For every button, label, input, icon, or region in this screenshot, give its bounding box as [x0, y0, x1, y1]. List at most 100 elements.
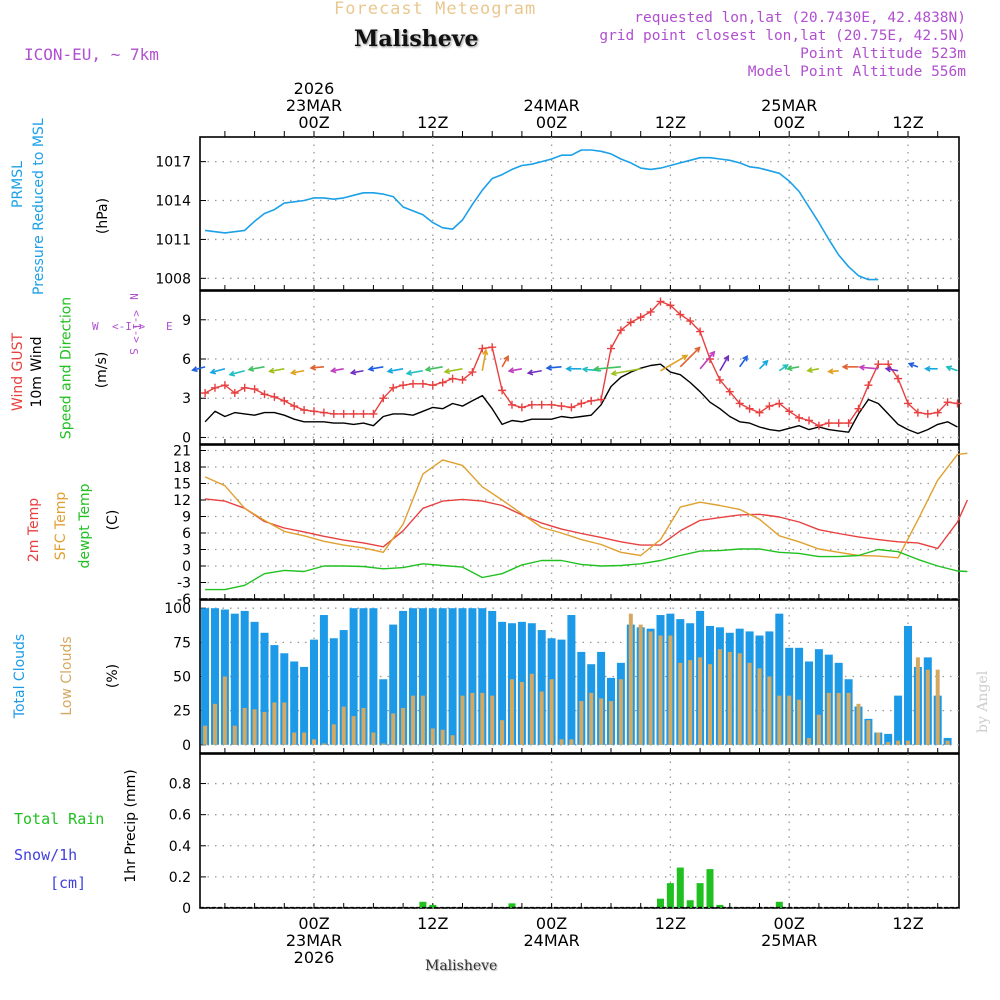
- gust-marker: [745, 404, 754, 413]
- requested-lonlat: requested lon,lat (20.7430E, 42.4838N): [634, 10, 966, 26]
- y-tick-label: 75: [173, 635, 191, 651]
- low-cloud-bar: [826, 692, 831, 745]
- gust-marker: [725, 387, 734, 396]
- low-cloud-bar: [480, 692, 485, 745]
- total-cloud-bar: [300, 666, 309, 745]
- total-cloud-bar: [211, 608, 219, 745]
- low-cloud-bar: [589, 692, 594, 745]
- y-tick-label: 0.8: [169, 777, 191, 793]
- gust-marker: [933, 408, 942, 417]
- y-tick-label: 15: [173, 477, 191, 493]
- total-cloud-bar: [775, 613, 784, 745]
- wind-vector-head: [610, 370, 617, 377]
- wind-vector: [331, 368, 344, 372]
- temp-dewpt-line: [205, 548, 968, 591]
- low-cloud-bar: [331, 724, 336, 745]
- y-tick-label: 25: [173, 704, 191, 720]
- low-cloud-bar: [747, 662, 752, 745]
- snow-unit-label: [cm]: [50, 874, 87, 892]
- low-cloud-bar: [797, 699, 802, 745]
- gust-marker: [607, 344, 615, 353]
- low-cloud-bar: [272, 702, 277, 745]
- wind-vector: [547, 366, 562, 369]
- low-cloud-bar: [599, 698, 604, 745]
- gust-marker: [824, 419, 833, 428]
- wind-vector-head: [309, 364, 317, 371]
- wind-vector-head: [386, 367, 394, 374]
- wind-vector-head: [507, 367, 515, 374]
- wind-vector-head: [545, 364, 553, 371]
- wind-vector-head: [367, 365, 375, 372]
- gust-marker: [616, 326, 625, 335]
- wind-vector-head: [907, 362, 915, 368]
- gust-marker: [468, 368, 477, 377]
- low-cloud-bar: [846, 692, 851, 745]
- low-cloud-bar: [490, 695, 495, 745]
- panel-frame-0: [199, 136, 960, 291]
- total-cloud-bar: [567, 615, 576, 745]
- gust-marker: [379, 394, 388, 403]
- compass-w-label: W: [92, 320, 99, 333]
- low-cloud-bar: [856, 703, 861, 745]
- wind-vector: [351, 369, 364, 374]
- gust-marker: [201, 389, 210, 397]
- time-label: 00Z: [536, 914, 567, 933]
- low-cloud-bar: [886, 742, 891, 745]
- rain-bar: [696, 883, 704, 908]
- total-cloud-bar: [201, 608, 210, 745]
- wind-vector-head: [782, 364, 789, 370]
- footer-location: Malisheve: [425, 958, 498, 974]
- time-label: 23MAR: [286, 931, 342, 950]
- gust-marker: [844, 419, 853, 428]
- gust-marker: [319, 408, 328, 417]
- gust-marker: [220, 381, 229, 390]
- y-tick-label: 0: [182, 738, 191, 754]
- time-label: 25MAR: [761, 96, 817, 115]
- time-label: 12Z: [655, 914, 686, 933]
- total-cloud-bar: [409, 608, 417, 745]
- total-cloud-bar: [230, 613, 239, 745]
- wind-vector-head: [945, 365, 953, 372]
- total-cloud-bar: [557, 639, 566, 745]
- total-cloud-bar: [250, 621, 259, 745]
- compass-we-arrow: <-I->: [112, 320, 146, 333]
- wind-vector-head: [526, 369, 534, 376]
- gust-marker: [211, 383, 219, 392]
- low-cloud-bar: [698, 657, 703, 745]
- total-cloud-bar: [894, 695, 903, 745]
- gust-marker: [577, 399, 586, 408]
- y-tick-label: 0.2: [169, 870, 191, 886]
- low-cloud-bar: [252, 709, 257, 745]
- gust-marker: [389, 383, 398, 392]
- wind-vector-head: [884, 366, 892, 373]
- wind-vector: [481, 350, 487, 371]
- wind-vector: [679, 347, 701, 368]
- wind-vector: [946, 366, 958, 372]
- wind-vector: [368, 366, 384, 371]
- low-cloud-bar: [807, 737, 811, 745]
- total-cloud-bar: [329, 638, 338, 745]
- low-cloud-bar: [302, 732, 307, 745]
- gust-marker: [458, 375, 467, 384]
- wind-vector: [611, 368, 641, 375]
- total-cloud-bar: [805, 661, 813, 745]
- wind-vector-head: [228, 370, 236, 377]
- total-cloud-bar: [795, 647, 804, 745]
- rain-bar: [429, 904, 437, 908]
- panel-frame-2: [199, 444, 960, 600]
- wind-vector-head: [503, 355, 509, 362]
- temp-sfc-line: [204, 452, 968, 559]
- y-tick-label: 1008: [155, 271, 191, 287]
- wind-vector-head: [482, 348, 489, 356]
- wind-vector: [886, 367, 899, 372]
- gust-marker: [517, 403, 526, 412]
- low-cloud-bar: [708, 664, 712, 745]
- time-label: 12Z: [417, 113, 448, 132]
- wind-vector: [758, 360, 768, 370]
- gust-marker: [448, 374, 457, 383]
- time-label: 12Z: [892, 113, 923, 132]
- total-cloud-bar: [814, 649, 823, 745]
- low-cloud-bar: [915, 657, 920, 745]
- gust-marker: [300, 406, 309, 414]
- prmsl-line: [204, 149, 879, 281]
